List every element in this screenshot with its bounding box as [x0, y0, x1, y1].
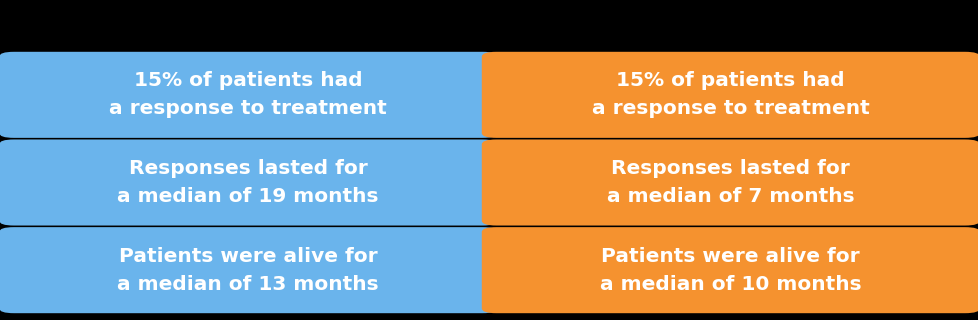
FancyBboxPatch shape — [0, 52, 497, 138]
FancyBboxPatch shape — [0, 227, 497, 313]
Text: Patients were alive for
a median of 10 months: Patients were alive for a median of 10 m… — [600, 247, 861, 294]
FancyBboxPatch shape — [481, 227, 978, 313]
Text: Responses lasted for
a median of 19 months: Responses lasted for a median of 19 mont… — [117, 159, 378, 206]
Text: Responses lasted for
a median of 7 months: Responses lasted for a median of 7 month… — [606, 159, 854, 206]
Text: Patients were alive for
a median of 13 months: Patients were alive for a median of 13 m… — [117, 247, 378, 294]
FancyBboxPatch shape — [481, 52, 978, 138]
Text: 15% of patients had
a response to treatment: 15% of patients had a response to treatm… — [592, 71, 868, 118]
FancyBboxPatch shape — [0, 140, 497, 226]
Text: 15% of patients had
a response to treatment: 15% of patients had a response to treatm… — [110, 71, 386, 118]
FancyBboxPatch shape — [481, 140, 978, 226]
